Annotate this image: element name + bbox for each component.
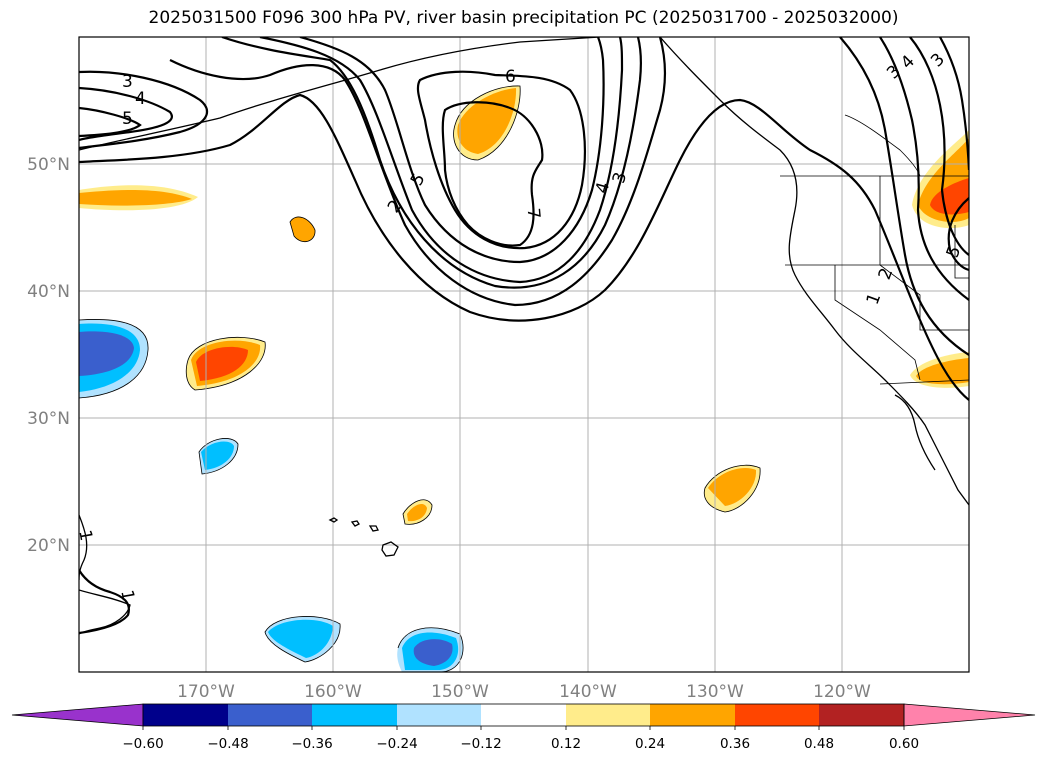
- lat-label: 40°N: [27, 282, 70, 302]
- pv-contours: [79, 37, 969, 635]
- contour-label: 5: [122, 109, 133, 129]
- pv-contour-east-4: [909, 37, 969, 256]
- pv-contour-east-3: [879, 37, 969, 301]
- colorbar: −0.60 −0.48 −0.36 −0.24 −0.12 0.12 0.24 0.36 0.4…: [11, 703, 1036, 752]
- contour-label: 3: [609, 170, 631, 186]
- colorbar-tick-label: 0.12: [551, 736, 581, 752]
- state-border: [834, 265, 921, 381]
- pv-contour-2: [169, 37, 667, 307]
- state-border: [879, 176, 969, 331]
- precip-blob-negative: [413, 639, 453, 666]
- precip-outline: [264, 616, 341, 663]
- lat-axis-labels: 50°N 40°N 30°N 20°N: [27, 155, 70, 556]
- lat-label: 20°N: [27, 536, 70, 556]
- precip-blob-negative: [268, 619, 333, 658]
- contour-label: 1: [74, 528, 96, 542]
- colorbar-tick-label: 0.36: [720, 736, 750, 752]
- map-frame: [78, 36, 970, 673]
- canada-province-border: [844, 114, 921, 177]
- pv-contour-1: [79, 93, 969, 401]
- colorbar-segment: [228, 704, 312, 726]
- contour-label: 3: [122, 72, 133, 92]
- colorbar-tick-label: 0.48: [804, 736, 834, 752]
- pv-contour-3: [221, 37, 642, 289]
- lon-label: 140°W: [559, 682, 617, 702]
- colorbar-frame: [142, 703, 905, 727]
- pv-contour-4: [259, 37, 624, 284]
- hawaiian-islands: [328, 517, 399, 557]
- colorbar-tick-label: −0.60: [122, 736, 163, 752]
- precip-blob-positive: [290, 216, 316, 242]
- lon-label: 120°W: [813, 682, 871, 702]
- political-borders: [780, 114, 969, 385]
- precip-blob-negative: [201, 441, 234, 470]
- colorbar-tick-label: 0.24: [635, 736, 665, 752]
- colorbar-segment: [735, 704, 819, 726]
- precip-outline: [453, 85, 521, 161]
- precip-strip-positive: [79, 189, 192, 206]
- precip-outline: [289, 216, 316, 243]
- contour-label: 1: [116, 588, 138, 602]
- contour-label: 6: [505, 67, 516, 87]
- state-border: [954, 225, 969, 279]
- colorbar-extend-high: [903, 703, 1036, 727]
- colorbar-segment: [312, 704, 397, 726]
- pv-contour: [79, 70, 208, 150]
- colorbar-segment: [566, 704, 650, 726]
- pv-contour-7: [441, 101, 544, 247]
- colorbar-segment: [143, 704, 228, 726]
- baja-california-coast: [894, 394, 936, 471]
- pv-contour-east-5: [939, 37, 969, 171]
- colorbar-tick-label: −0.24: [376, 736, 417, 752]
- lon-label: 170°W: [177, 682, 235, 702]
- contour-label: 4: [135, 89, 146, 109]
- pv-contour-sw: [79, 569, 130, 635]
- colorbar-segment: [819, 704, 904, 726]
- pv-contour-east-2: [839, 37, 969, 356]
- precip-outlines: [79, 85, 761, 672]
- gridlines: [79, 37, 969, 672]
- precip-outline: [402, 499, 433, 525]
- pv-contour-east-6: [947, 197, 969, 272]
- pv-contour: [79, 106, 142, 138]
- lon-axis-labels: 170°W 160°W 150°W 140°W 130°W 120°W: [177, 682, 871, 702]
- precip-blob-positive: [916, 358, 969, 385]
- precip-outline: [185, 336, 266, 391]
- contour-label: 7: [523, 207, 544, 220]
- colorbar-tick-label: −0.48: [207, 736, 248, 752]
- precip-outline: [79, 319, 149, 399]
- pv-contour-5: [299, 37, 605, 264]
- precip-blob-positive: [930, 178, 969, 215]
- colorbar-segment: [650, 704, 735, 726]
- lon-label: 160°W: [304, 682, 362, 702]
- colorbar-segment: [397, 704, 481, 726]
- lat-label: 50°N: [27, 155, 70, 175]
- precip-blob-positive: [708, 468, 757, 506]
- contour-label: 4: [592, 180, 614, 196]
- colorbar-segment: [481, 704, 566, 726]
- map-title: 2025031500 F096 300 hPa PV, river basin …: [148, 8, 899, 28]
- precip-outline: [198, 438, 239, 475]
- us-mexico-border: [879, 379, 969, 385]
- pv-contour-6: [416, 70, 586, 250]
- colorbar-tick-label: −0.36: [291, 736, 332, 752]
- west-coast-north-america: [659, 37, 969, 506]
- precip-blob-negative: [79, 331, 134, 376]
- alaska-peninsula-coast: [79, 37, 601, 151]
- colorbar-tick-label: −0.12: [460, 736, 501, 752]
- colorbar-extend-low: [11, 703, 144, 727]
- colorbar-tick-label: 0.60: [889, 736, 919, 752]
- lat-label: 30°N: [27, 409, 70, 429]
- pv-contour: [79, 86, 173, 142]
- precip-blob-positive: [196, 346, 248, 381]
- lon-label: 150°W: [431, 682, 489, 702]
- precip-outline: [703, 464, 761, 513]
- precip-blob-positive: [407, 503, 427, 522]
- lon-label: 130°W: [686, 682, 744, 702]
